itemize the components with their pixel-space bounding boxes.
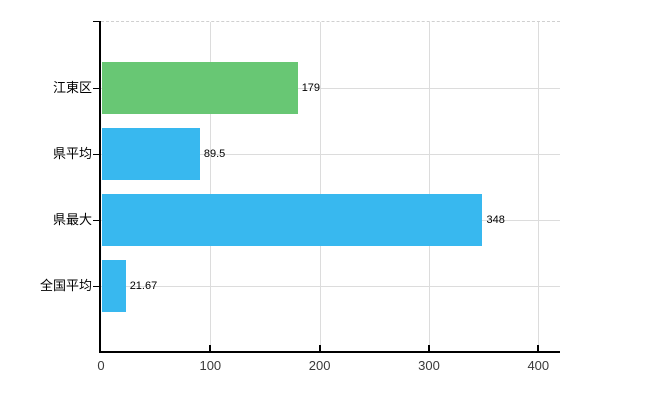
y-tick-mark — [93, 286, 101, 287]
y-tick-mark — [93, 220, 101, 221]
gridline-vertical — [210, 22, 212, 352]
x-tick-label: 100 — [199, 358, 222, 373]
x-tick-label: 0 — [97, 358, 105, 373]
x-tick-mark — [537, 345, 540, 351]
bar-1 — [102, 128, 200, 180]
gridline-vertical — [428, 22, 430, 352]
x-axis-line — [99, 351, 560, 353]
gridline-vertical — [319, 22, 321, 352]
y-tick-mark — [93, 154, 101, 155]
gridline-horizontal — [101, 286, 560, 287]
y-axis-top-tick — [93, 21, 101, 22]
category-label: 全国平均 — [39, 278, 92, 293]
x-tick-label: 300 — [418, 358, 440, 373]
gridline-vertical — [538, 22, 540, 352]
y-tick-mark — [93, 88, 101, 89]
x-tick-label: 200 — [308, 358, 331, 373]
y-axis-line — [99, 21, 101, 353]
x-tick-mark — [209, 345, 212, 351]
x-tick-mark — [318, 345, 321, 351]
gridline-horizontal — [101, 154, 560, 155]
bar-3 — [102, 260, 126, 312]
bar-value-label: 179 — [301, 82, 321, 94]
bar-value-label: 348 — [486, 214, 505, 226]
x-tick-label: 400 — [527, 358, 550, 373]
bar-value-label: 89.5 — [203, 148, 226, 160]
category-label: 江東区 — [52, 80, 92, 95]
gridline-horizontal — [101, 88, 560, 89]
category-label: 県平均 — [52, 146, 92, 161]
bar-0 — [102, 62, 298, 114]
plot-top-border — [101, 21, 560, 22]
category-label: 県最大 — [52, 212, 92, 227]
x-tick-mark — [427, 345, 430, 351]
bar-value-label: 21.67 — [129, 280, 158, 292]
bar-2 — [102, 194, 483, 246]
